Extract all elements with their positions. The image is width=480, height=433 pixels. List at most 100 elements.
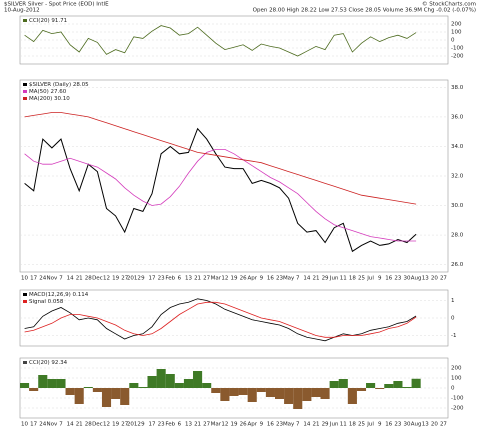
legend-label: MA(200) 30.10 [29, 96, 70, 102]
series-line [24, 112, 417, 205]
y-tick-label: 100 [451, 376, 462, 382]
x-tick-label: 2012 [127, 422, 141, 428]
legend-swatch [23, 90, 27, 93]
x-tick-label: 26 [240, 276, 247, 282]
x-tick-label: 9 [141, 276, 145, 282]
x-tick-label: Nov [47, 422, 58, 428]
x-tick-label: 24 [39, 276, 46, 282]
bar [220, 388, 230, 401]
bar [147, 376, 157, 388]
x-tick-label: 30 [404, 276, 411, 282]
y-tick-label: 36.0 [451, 114, 464, 120]
x-tick-label: 12 [221, 276, 228, 282]
bar [83, 387, 93, 388]
x-tick-label: 16 [385, 276, 392, 282]
bar [366, 383, 376, 388]
y-tick-label: 0 [451, 38, 455, 44]
bar [120, 388, 130, 405]
x-tick-label: 25 [358, 276, 365, 282]
legend-label: CCI(20) 92.34 [29, 360, 68, 366]
bar [311, 388, 321, 397]
legend-swatch [23, 19, 27, 22]
x-tick-label: Dec [92, 422, 103, 428]
y-tick-label: 0 [451, 386, 455, 392]
x-tick-label: 27 [121, 276, 128, 282]
x-tick-label: 6 [178, 422, 182, 428]
x-tick-label: 14 [303, 422, 310, 428]
x-tick-label: 9 [378, 276, 382, 282]
x-tick-label: Jun [329, 276, 339, 282]
x-tick-label: 9 [260, 422, 264, 428]
y-tick-label: 34.0 [451, 144, 464, 150]
bar [302, 388, 312, 401]
x-tick-label: 13 [185, 422, 192, 428]
y-tick-label: -1 [451, 333, 456, 339]
quote: Open 28.00 High 28.22 Low 27.53 Close 28… [253, 8, 476, 14]
y-tick-label: 26.0 [451, 262, 464, 268]
bar [247, 388, 257, 402]
x-tick-label: Jun [329, 422, 339, 428]
y-tick-label: 28.0 [451, 233, 464, 239]
bar [393, 381, 403, 388]
x-tick-label: 9 [260, 276, 264, 282]
bar [101, 388, 112, 407]
legend-label: MACD(12,26,9) 0.114 [29, 292, 89, 298]
bar [356, 388, 367, 391]
bar [65, 388, 75, 395]
x-tick-label: 29 [322, 276, 329, 282]
bar [320, 388, 330, 399]
x-tick-label: 12 [103, 422, 110, 428]
bar [129, 383, 139, 388]
x-tick-label: 29 [322, 422, 329, 428]
x-tick-label: 27 [440, 276, 447, 282]
bar [229, 388, 239, 396]
y-tick-label: -100 [451, 46, 464, 52]
bar [56, 379, 66, 388]
x-tick-label: 23 [394, 422, 401, 428]
x-tick-label: 11 [340, 422, 347, 428]
x-tick-label: Dec [92, 276, 103, 282]
bar [238, 388, 248, 395]
series-line [24, 149, 417, 242]
x-tick-label: 26 [240, 422, 247, 428]
x-tick-label: 20 [431, 276, 438, 282]
x-tick-label: 30 [404, 422, 411, 428]
x-tick-label: Jul [366, 276, 374, 282]
legend-label: Signal 0.058 [29, 299, 64, 305]
legend-label: $SILVER (Daily) 28.05 [29, 82, 89, 88]
x-tick-label: 10 [21, 422, 28, 428]
x-tick-label: Mar [211, 422, 222, 428]
y-tick-label: -200 [451, 54, 464, 60]
bar [375, 388, 385, 389]
x-tick-label: Jul [366, 422, 374, 428]
y-tick-label: 38.0 [451, 85, 464, 91]
x-tick-label: 21 [312, 276, 319, 282]
y-tick-label: -100 [451, 396, 464, 402]
x-tick-label: May [283, 422, 295, 428]
x-tick-label: 23 [158, 422, 165, 428]
x-tick-label: 2012 [127, 276, 141, 282]
x-tick-label: 18 [349, 422, 356, 428]
x-tick-label: 19 [231, 422, 238, 428]
bar [165, 374, 175, 388]
series-line [24, 301, 417, 338]
x-tick-label: 18 [349, 276, 356, 282]
x-tick-label: 6 [178, 276, 182, 282]
bar [402, 387, 412, 388]
y-tick-label: 32.0 [451, 174, 464, 180]
x-tick-label: May [283, 276, 295, 282]
bar [347, 388, 357, 404]
x-tick-label: Apr [247, 276, 257, 282]
y-tick-label: 200 [451, 366, 462, 372]
x-tick-label: 27 [121, 422, 128, 428]
credit: © StockCharts.com [422, 1, 476, 8]
x-tick-label: 25 [358, 422, 365, 428]
bar [338, 379, 348, 388]
x-tick-label: 24 [39, 422, 46, 428]
x-tick-label: 17 [149, 422, 156, 428]
legend-swatch [23, 300, 27, 303]
x-tick-label: 13 [185, 276, 192, 282]
x-tick-label: 27 [203, 276, 210, 282]
x-tick-label: 12 [103, 276, 110, 282]
